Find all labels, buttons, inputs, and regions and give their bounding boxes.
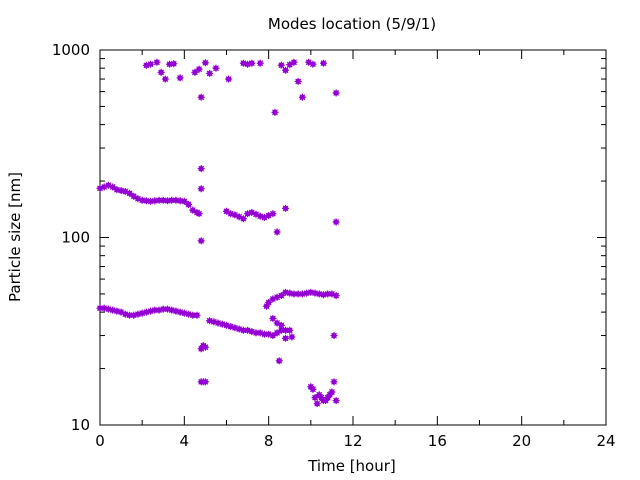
data-point (197, 165, 205, 173)
data-point (286, 326, 294, 334)
data-point (277, 326, 285, 334)
data-point (201, 59, 209, 67)
data-point (271, 108, 279, 116)
data-point (170, 60, 178, 68)
data-point (332, 89, 340, 97)
data-point (225, 75, 233, 83)
data-point (330, 378, 338, 386)
data-point (256, 59, 264, 67)
data-point (142, 308, 150, 316)
data-points (96, 58, 340, 408)
data-point (206, 69, 214, 77)
data-point (309, 60, 317, 68)
data-point (239, 215, 247, 223)
data-point (201, 343, 209, 351)
data-point (138, 196, 146, 204)
data-point (214, 319, 222, 327)
x-tick-label: 24 (596, 432, 615, 450)
data-point (248, 59, 256, 67)
data-point (157, 68, 165, 76)
data-point (269, 210, 277, 218)
x-tick-label: 4 (180, 432, 190, 450)
data-point (201, 378, 209, 386)
data-point (290, 290, 298, 298)
data-point (313, 400, 321, 408)
data-point (332, 292, 340, 300)
chart-title: Modes location (5/9/1) (268, 15, 436, 33)
data-point (195, 210, 203, 218)
data-point (282, 334, 290, 342)
data-point (260, 330, 268, 338)
data-point (324, 290, 332, 298)
data-point (277, 321, 285, 329)
x-tick-label: 8 (264, 432, 274, 450)
y-tick-label: 100 (61, 229, 90, 247)
data-point (309, 385, 317, 393)
x-tick-label: 12 (343, 432, 362, 450)
x-tick-labels: 0 4 8 12 16 20 24 (95, 432, 615, 450)
data-point (328, 388, 336, 396)
data-point (161, 75, 169, 83)
data-point (332, 218, 340, 226)
data-point (151, 306, 159, 314)
data-point (153, 58, 161, 66)
data-point (273, 228, 281, 236)
data-point (223, 207, 230, 215)
data-point (195, 65, 203, 73)
plot-frame (99, 49, 607, 426)
data-point (185, 200, 193, 208)
data-point (332, 397, 340, 405)
data-point (290, 58, 298, 66)
data-point (147, 60, 155, 68)
data-point (180, 197, 188, 205)
data-point (277, 61, 285, 69)
data-point (212, 64, 220, 72)
data-point (151, 197, 159, 205)
data-point (96, 304, 104, 312)
x-tick-label: 16 (428, 432, 447, 450)
data-point (269, 314, 277, 322)
data-point (197, 185, 205, 193)
data-point (193, 311, 201, 319)
y-tick-label: 10 (71, 416, 90, 434)
data-point (189, 311, 197, 319)
x-tick-label: 20 (512, 432, 531, 450)
data-point (282, 66, 290, 74)
y-tick-label: 1000 (52, 41, 90, 59)
data-point (176, 74, 184, 82)
y-axis-label: Particle size [nm] (6, 172, 24, 302)
data-point (126, 189, 134, 197)
x-tick-label: 0 (95, 432, 105, 450)
data-point (294, 77, 302, 85)
data-point (130, 192, 138, 200)
data-point (282, 204, 290, 212)
data-point (319, 59, 327, 67)
data-point (330, 332, 338, 340)
data-point (191, 68, 199, 76)
data-point (277, 292, 285, 300)
data-point (197, 93, 205, 101)
x-axis-label: Time [hour] (307, 457, 396, 475)
data-point (311, 394, 319, 402)
axis-ticks (99, 49, 607, 426)
data-point (197, 237, 205, 245)
data-point (298, 93, 306, 101)
data-point (168, 306, 176, 314)
data-point (189, 206, 197, 214)
y-tick-labels: 10 100 1000 (52, 41, 90, 434)
data-point (275, 357, 283, 365)
data-point (288, 333, 296, 341)
